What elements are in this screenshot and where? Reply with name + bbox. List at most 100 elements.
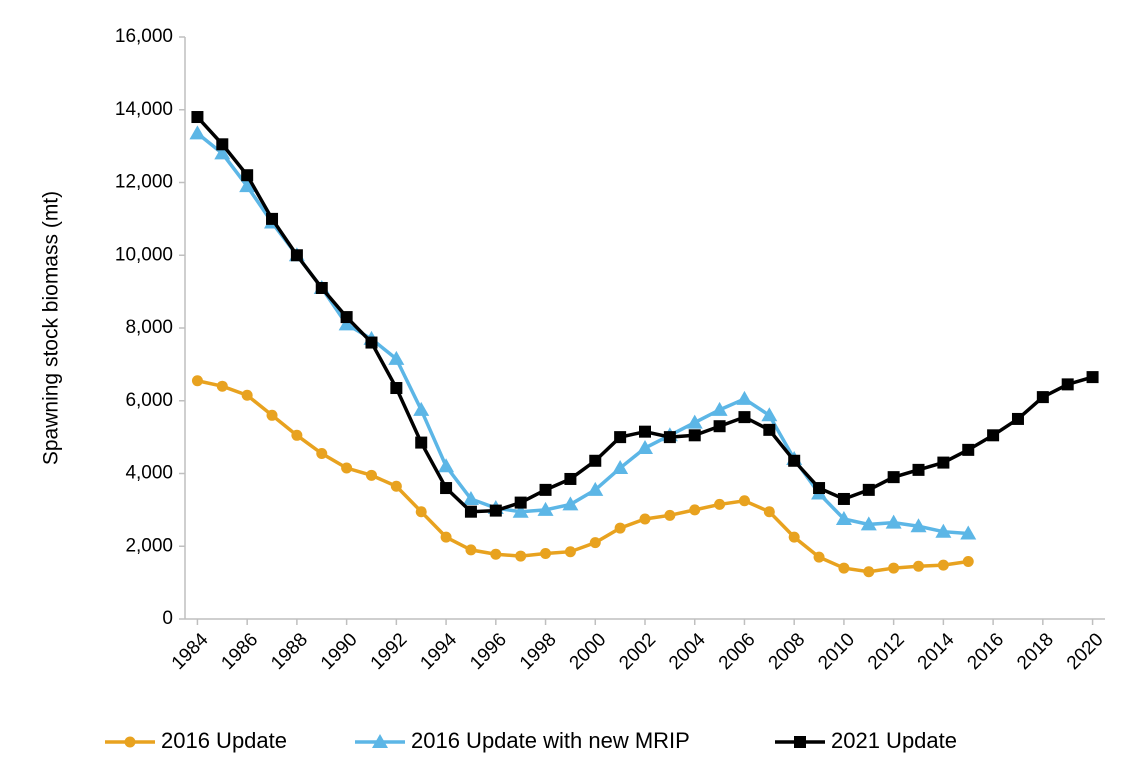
x-tick-label: 1986 [217, 629, 262, 674]
point [614, 431, 627, 444]
legend-label: 2021 Update [831, 728, 957, 753]
legend-label: 2016 Update with new MRIP [411, 728, 690, 753]
point [315, 281, 328, 294]
point [241, 389, 253, 401]
point [464, 505, 477, 518]
x-tick-label: 1998 [516, 629, 561, 674]
y-axis-label: Spawning stock biomass (mt) [40, 191, 63, 465]
point [388, 350, 405, 365]
point [637, 440, 653, 455]
x-tick-label: 2020 [1063, 629, 1108, 674]
point [440, 482, 453, 495]
legend-label: 2016 Update [161, 728, 287, 753]
point [887, 471, 900, 484]
x-tick-label: 2014 [914, 629, 959, 674]
point [365, 336, 378, 349]
point [860, 516, 877, 531]
x-tick-label: 2016 [963, 629, 1008, 674]
point [937, 559, 949, 571]
point [863, 566, 875, 578]
point [241, 169, 254, 182]
point [390, 382, 403, 395]
x-tick-label: 2008 [765, 629, 810, 674]
point [589, 454, 602, 467]
point [913, 560, 925, 572]
point [639, 513, 651, 525]
point [664, 509, 676, 521]
point [216, 380, 228, 392]
point [663, 431, 676, 444]
x-tick-label: 1990 [317, 629, 362, 674]
point [489, 504, 502, 517]
point [465, 544, 477, 556]
point [960, 525, 977, 540]
point [191, 111, 204, 124]
point [341, 462, 353, 474]
point [813, 482, 826, 495]
point [835, 510, 852, 525]
x-tick-label: 1984 [168, 629, 213, 674]
y-tick-label: 12,000 [115, 172, 173, 193]
point [711, 401, 728, 416]
point [266, 409, 278, 421]
point [1036, 391, 1049, 404]
legend-item: 2016 Update [105, 728, 287, 753]
point [788, 454, 801, 467]
point [415, 436, 428, 449]
point [713, 420, 726, 433]
point [738, 411, 751, 424]
point [490, 548, 502, 560]
point [539, 483, 552, 496]
point [440, 531, 452, 543]
x-tick-label: 2010 [814, 629, 859, 674]
series-line [197, 379, 969, 574]
point [935, 523, 952, 538]
legend-item: 2016 Update with new MRIP [355, 728, 690, 753]
point [614, 522, 626, 534]
y-tick-label: 16,000 [115, 26, 173, 47]
point [266, 212, 279, 225]
x-tick-label: 2002 [615, 629, 660, 674]
point [612, 460, 629, 475]
series-line [196, 132, 969, 536]
point [365, 469, 377, 481]
point [564, 546, 576, 558]
point [912, 463, 925, 476]
point [390, 480, 402, 492]
point [962, 556, 974, 568]
x-tick-label: 2018 [1013, 629, 1058, 674]
point [987, 429, 1000, 442]
point [763, 506, 775, 518]
point [813, 551, 825, 563]
point [413, 401, 430, 416]
point [589, 537, 601, 549]
point [338, 316, 355, 331]
x-tick-label: 2012 [864, 629, 909, 674]
point [885, 514, 902, 529]
point [537, 501, 554, 516]
legend-marker [794, 736, 806, 748]
y-tick-label: 14,000 [115, 99, 173, 120]
point [291, 429, 303, 441]
point [686, 414, 703, 429]
point [514, 496, 527, 509]
point [962, 443, 975, 456]
point [587, 481, 604, 496]
point [515, 550, 527, 562]
x-tick-label: 2006 [715, 629, 760, 674]
point [937, 456, 950, 469]
point [714, 498, 726, 510]
legend-marker [372, 734, 388, 748]
point [540, 548, 552, 560]
y-tick-label: 4,000 [125, 463, 173, 484]
point [415, 506, 427, 518]
point [761, 407, 778, 422]
point [689, 504, 701, 516]
point [1061, 378, 1074, 391]
point [1011, 412, 1024, 425]
point [888, 562, 900, 574]
point [290, 249, 303, 262]
x-tick-label: 1988 [267, 629, 312, 674]
y-tick-label: 8,000 [125, 317, 173, 338]
point [462, 490, 479, 505]
